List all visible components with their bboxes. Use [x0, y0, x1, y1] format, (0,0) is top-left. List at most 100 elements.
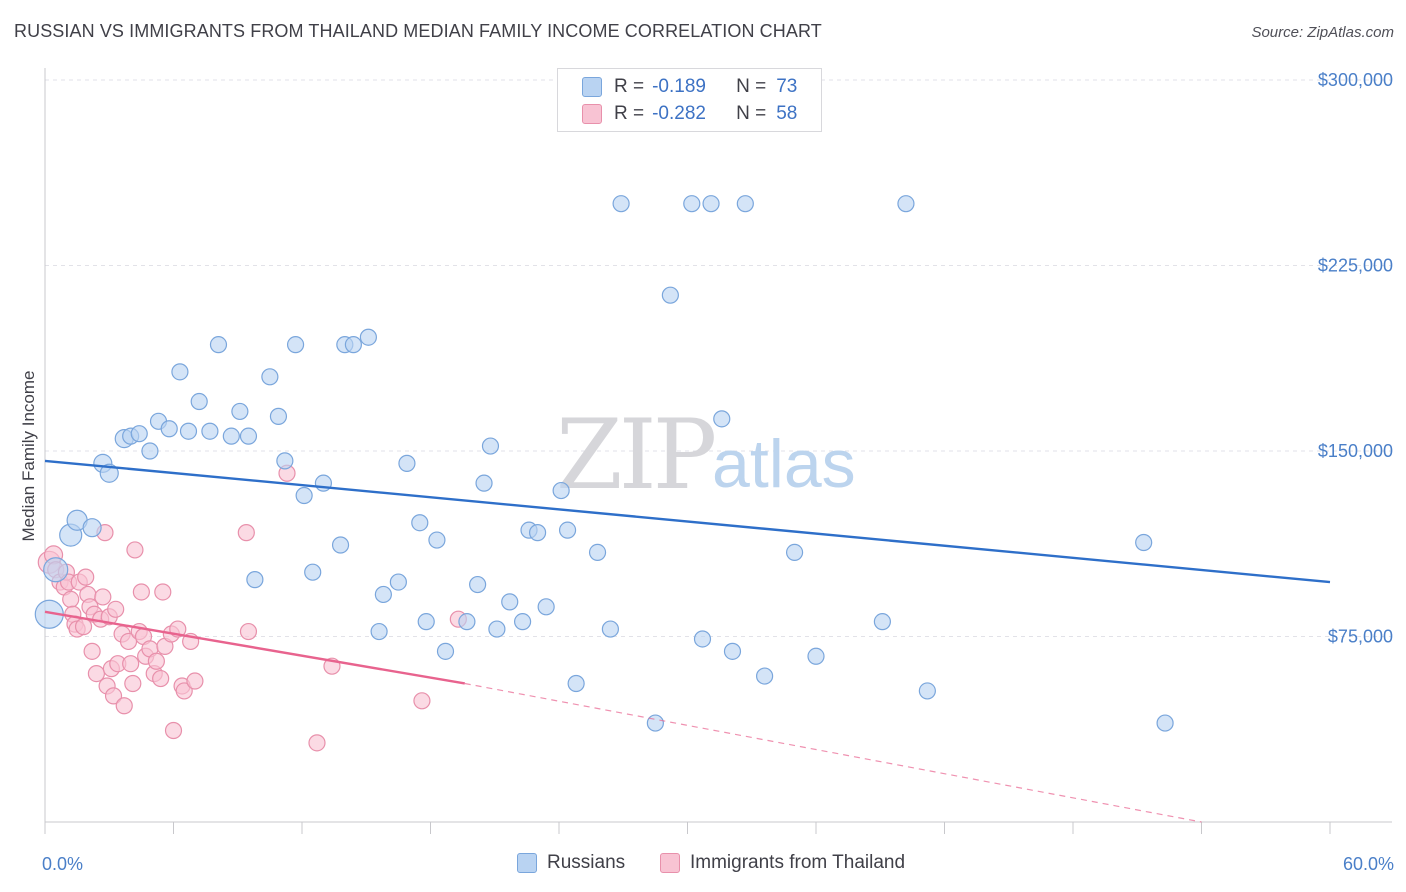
watermark-zip: ZIP: [556, 399, 715, 511]
russian-point: [171, 363, 189, 381]
axes: [44, 68, 1392, 834]
series-legend: Russians Immigrants from Thailand: [0, 852, 1406, 878]
y-tick-label: $150,000: [1318, 441, 1393, 461]
russian-point: [501, 593, 519, 611]
russian-point: [475, 474, 493, 492]
russian-point: [713, 410, 731, 428]
legend-n-label: N =: [736, 76, 767, 97]
russian-point: [286, 336, 305, 354]
russian-point: [458, 613, 476, 631]
legend-n-value: 73: [776, 76, 798, 97]
russian-trend-line: [44, 459, 1331, 584]
trend-lines: [44, 459, 1331, 823]
thailand-point: [122, 655, 140, 673]
russian-point: [567, 674, 585, 693]
russian-point: [601, 620, 620, 638]
x-tick-label-max: 60.0%: [1343, 854, 1394, 874]
watermark-atlas: atlas: [712, 426, 856, 502]
russian-point: [295, 486, 313, 505]
thailand-point: [147, 652, 165, 670]
russian-point: [231, 402, 249, 421]
chart-title: RUSSIAN VS IMMIGRANTS FROM THAILAND MEDI…: [14, 21, 822, 41]
russian-point: [141, 442, 159, 460]
source-credit: Source: ZipAtlas.com: [1251, 24, 1394, 41]
russian-point: [683, 195, 701, 213]
russian-point: [588, 543, 607, 562]
thailand-point: [154, 583, 172, 601]
russian-point: [537, 598, 555, 616]
thailand-point: [175, 682, 193, 700]
russian-point: [389, 573, 407, 591]
russian-point: [276, 452, 294, 470]
russian-point: [99, 463, 119, 483]
russian-point: [209, 336, 228, 354]
russian-point: [807, 647, 825, 665]
thailand-point: [413, 692, 431, 710]
thailand-point: [237, 524, 255, 542]
correlation-legend: R = -0.189 N = 73 R = -0.282 N = 58: [557, 68, 822, 132]
russian-point: [179, 422, 198, 440]
legend-item-thailand[interactable]: Immigrants from Thailand: [660, 852, 905, 874]
russian-point: [552, 481, 570, 500]
thailand-point: [94, 588, 112, 606]
thailand-trend-extension: [464, 682, 1202, 823]
y-axis-label: Median Family Income: [19, 370, 38, 541]
russian-point: [488, 620, 506, 638]
russian-point: [201, 422, 219, 440]
legend-label-thailand: Immigrants from Thailand: [690, 852, 906, 873]
russian-point: [428, 531, 446, 549]
russian-point: [755, 667, 774, 685]
russian-point: [417, 613, 435, 631]
russian-point: [702, 195, 720, 213]
thailand-point: [186, 672, 204, 690]
russian-point: [693, 630, 712, 648]
y-tick-label: $225,000: [1318, 256, 1393, 276]
russian-point: [723, 642, 742, 660]
russian-point: [558, 521, 577, 539]
russian-point: [661, 286, 679, 304]
russian-point: [411, 514, 429, 532]
russian-point: [736, 195, 754, 213]
legend-swatch-blue: [582, 77, 602, 97]
russian-point: [1135, 533, 1153, 552]
x-tick-label-min: 0.0%: [42, 854, 83, 874]
thailand-point: [152, 669, 170, 688]
thailand-point: [115, 697, 133, 715]
thailand-point: [107, 600, 125, 618]
russian-point: [612, 195, 630, 213]
legend-r-value: -0.189: [652, 76, 706, 97]
thailand-point: [126, 541, 144, 559]
russian-point: [359, 328, 377, 346]
russian-point: [190, 392, 208, 411]
legend-n-label: N =: [736, 103, 767, 124]
russian-point: [398, 454, 416, 472]
legend-row-russians: R = -0.189 N = 73: [582, 75, 797, 99]
legend-r-label: R =: [614, 103, 645, 124]
thailand-point: [83, 642, 101, 660]
russian-point: [469, 575, 487, 594]
russian-point: [513, 613, 532, 631]
grid-lines: [45, 79, 1392, 637]
russian-point: [344, 336, 362, 354]
russian-point: [331, 536, 350, 554]
russian-point: [304, 563, 322, 581]
russian-point: [436, 642, 455, 660]
russian-point: [222, 427, 240, 445]
thailand-point: [164, 721, 183, 740]
y-tick-label: $75,000: [1328, 627, 1393, 647]
russian-point: [82, 518, 102, 538]
thailand-point: [124, 674, 142, 693]
russian-point: [246, 571, 264, 589]
thailand-point: [77, 568, 95, 586]
russian-points: [34, 195, 1174, 732]
russian-point: [43, 557, 69, 583]
russian-point: [918, 682, 936, 700]
legend-swatch-pink: [582, 104, 602, 124]
russian-point: [261, 368, 279, 386]
russian-point: [370, 622, 388, 641]
y-tick-label: $300,000: [1318, 70, 1393, 90]
legend-item-russians[interactable]: Russians: [517, 852, 625, 874]
russian-point: [160, 420, 178, 438]
legend-label-russians: Russians: [547, 852, 626, 873]
legend-swatch-blue: [517, 853, 537, 873]
